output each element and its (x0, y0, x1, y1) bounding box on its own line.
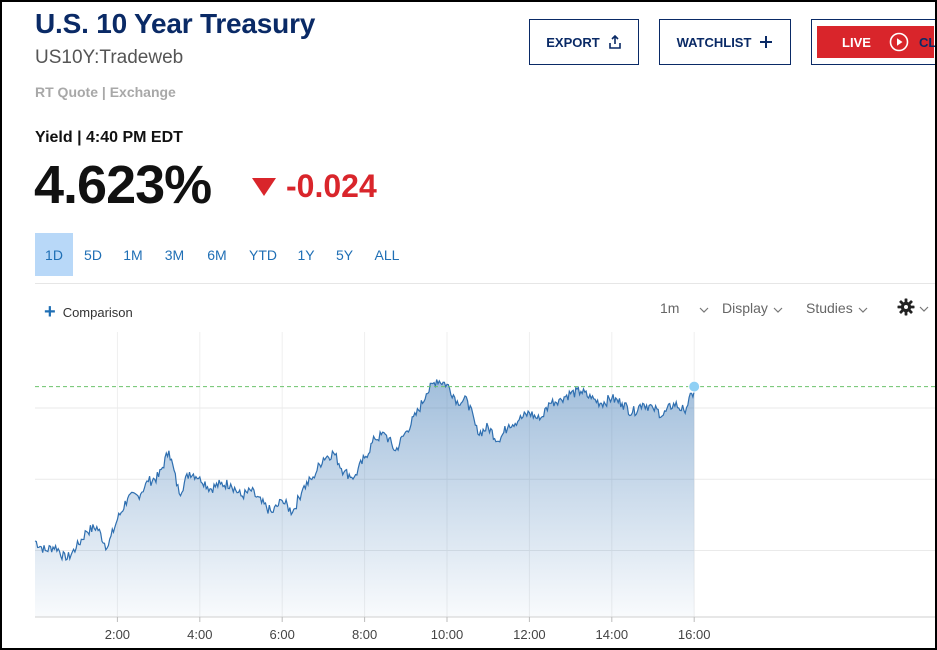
page-title: U.S. 10 Year Treasury (35, 8, 316, 39)
display-dropdown[interactable]: Display (722, 300, 783, 316)
x-tick-label: 8:00 (352, 627, 377, 642)
chevron-down-icon (773, 307, 783, 313)
quote-source-label: RT Quote | Exchange (35, 84, 176, 100)
studies-label: Studies (806, 300, 853, 316)
yield-timestamp-label: Yield | 4:40 PM EDT (35, 129, 183, 146)
share-icon (608, 35, 622, 49)
x-tick-label: 12:00 (513, 627, 546, 642)
plus-icon: + (44, 301, 56, 323)
export-button[interactable]: EXPORT (529, 19, 639, 65)
range-tab-6m[interactable]: 6M (207, 246, 227, 263)
export-button-label: EXPORT (546, 34, 600, 50)
down-arrow-icon (252, 178, 276, 196)
play-circle-icon (889, 32, 909, 52)
range-tab-5d[interactable]: 5D (84, 246, 102, 263)
x-tick-label: 4:00 (187, 627, 212, 642)
live-group: LIVE CL (811, 19, 937, 65)
comparison-button[interactable]: + Comparison (44, 302, 133, 322)
area-fill (35, 379, 695, 617)
range-tab-5y[interactable]: 5Y (335, 246, 354, 263)
symbol-label: US10Y:Tradeweb (35, 47, 184, 68)
live-button-label: LIVE (842, 34, 871, 50)
x-tick-label: 10:00 (431, 627, 464, 642)
display-label: Display (722, 300, 768, 316)
close-button[interactable]: CL (919, 35, 937, 50)
range-tab-all[interactable]: ALL (374, 246, 400, 263)
watchlist-button-label: WATCHLIST (676, 34, 752, 50)
x-tick-label: 6:00 (270, 627, 295, 642)
range-tab-1y[interactable]: 1Y (297, 246, 315, 263)
interval-dropdown[interactable]: 1m (660, 300, 709, 316)
range-tab-1m[interactable]: 1M (123, 246, 143, 263)
chevron-down-icon (700, 307, 709, 313)
range-tab-3m[interactable]: 3M (164, 246, 185, 263)
gear-icon (897, 298, 915, 316)
watchlist-button[interactable]: WATCHLIST (659, 19, 791, 65)
divider (35, 283, 935, 284)
x-tick-label: 16:00 (678, 627, 711, 642)
plus-icon (759, 35, 773, 49)
x-tick-label: 2:00 (105, 627, 130, 642)
price-value: 4.623% (34, 155, 212, 215)
comparison-label: Comparison (62, 304, 133, 320)
price-change: -0.024 (286, 168, 377, 204)
range-tab-ytd[interactable]: YTD (249, 246, 277, 263)
current-value-marker (688, 380, 701, 393)
interval-label: 1m (660, 300, 680, 316)
chevron-down-icon (919, 306, 929, 312)
yield-chart[interactable]: 2:00 4:00 6:00 8:00 10:00 12:00 14:00 16:00 (2, 332, 937, 648)
live-button[interactable]: LIVE (817, 26, 934, 58)
time-range-selector: 1D 5D 1M 3M 6M YTD 1Y 5Y ALL (35, 233, 409, 276)
range-tab-1d[interactable]: 1D (35, 233, 73, 276)
yield-line (34, 379, 695, 562)
x-tick-label: 14:00 (596, 627, 629, 642)
studies-dropdown[interactable]: Studies (806, 300, 868, 316)
chevron-down-icon (858, 307, 868, 313)
chart-settings-button[interactable] (897, 298, 929, 316)
